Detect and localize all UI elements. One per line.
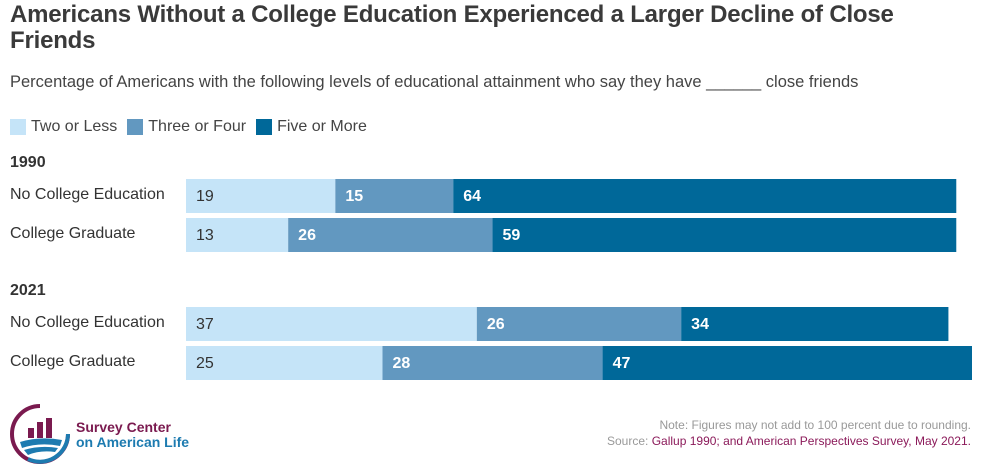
data-label: 59 <box>503 227 521 244</box>
row-label: College Graduate <box>10 225 136 242</box>
bar-chart: 19 15 64 13 26 59 37 26 34 25 28 47 <box>186 179 972 380</box>
group-year-2021: 2021 <box>10 282 46 299</box>
source-label: Source: <box>607 434 652 448</box>
legend: Two or Less Three or Four Five or More <box>10 118 377 136</box>
source-line: Source: Gallup 1990; and American Perspe… <box>607 433 971 449</box>
legend-swatch <box>10 119 26 135</box>
logo-line1: Survey Center <box>76 419 171 435</box>
row-label: No College Education <box>10 186 165 203</box>
bar-segment <box>602 346 972 380</box>
bar-segment <box>492 218 957 252</box>
bar-segment <box>186 346 383 380</box>
legend-item-five-or-more: Five or More <box>256 118 367 136</box>
chart-title: Americans Without a College Education Ex… <box>10 1 894 54</box>
legend-swatch <box>256 119 273 135</box>
row-label: College Graduate <box>10 353 136 370</box>
bar-segment <box>681 307 949 341</box>
data-label: 25 <box>196 355 214 372</box>
survey-center-logo <box>10 404 70 464</box>
group-year-1990: 1990 <box>10 154 46 171</box>
bar-segment <box>476 307 682 341</box>
data-label: 34 <box>691 316 709 333</box>
bar-segment <box>335 179 454 213</box>
data-label: 26 <box>298 227 316 244</box>
footer-note: Note: Figures may not add to 100 percent… <box>607 417 971 449</box>
legend-swatch <box>127 119 144 135</box>
legend-label: Two or Less <box>31 118 118 135</box>
logo-line2: on American Life <box>76 434 190 450</box>
bar-segment <box>186 218 289 252</box>
note-text: Note: Figures may not add to 100 percent… <box>659 418 971 432</box>
legend-label: Three or Four <box>148 118 247 135</box>
data-label: 64 <box>463 188 481 205</box>
bar-segment <box>186 307 477 341</box>
data-label: 15 <box>345 188 363 205</box>
bar-segment <box>288 218 493 252</box>
data-label: 37 <box>196 316 214 333</box>
legend-label: Five or More <box>277 118 367 135</box>
row-label: No College Education <box>10 314 165 331</box>
data-label: 28 <box>393 355 411 372</box>
data-label: 47 <box>613 355 631 372</box>
data-label: 13 <box>196 227 214 244</box>
bar-segment <box>186 179 336 213</box>
bar-segment <box>382 346 603 380</box>
logo-text: Survey Center on American Life <box>76 420 189 450</box>
source-text: Gallup 1990; and American Perspectives S… <box>651 434 971 448</box>
data-label: 19 <box>196 188 214 205</box>
bar-segment <box>453 179 957 213</box>
data-label: 26 <box>487 316 505 333</box>
chart-subtitle: Percentage of Americans with the followi… <box>10 73 859 91</box>
legend-item-three-or-four: Three or Four <box>127 118 246 136</box>
legend-item-two-or-less: Two or Less <box>10 118 117 136</box>
